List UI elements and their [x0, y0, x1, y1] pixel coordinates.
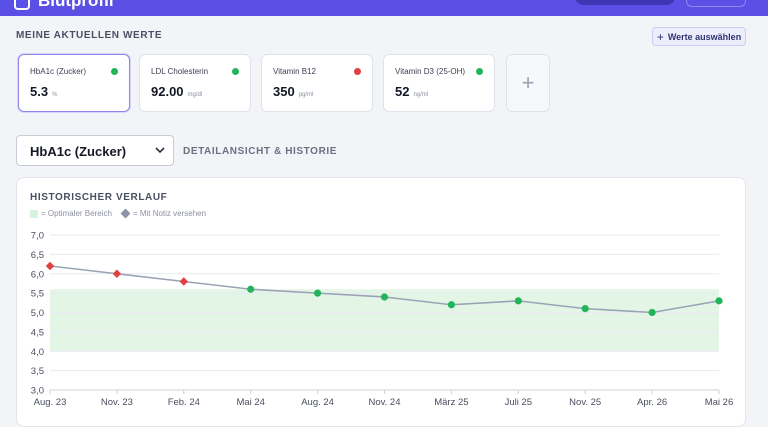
- app-logo-icon: [14, 0, 30, 10]
- y-tick-label: 7,0: [31, 231, 44, 242]
- status-dot-icon: [111, 68, 118, 75]
- x-tick-label: Nov. 24: [368, 397, 400, 408]
- x-tick-label: Aug. 24: [301, 397, 334, 408]
- chevron-down-icon: [155, 147, 165, 154]
- data-point: [179, 277, 188, 286]
- data-point: [715, 297, 723, 305]
- status-dot-icon: [354, 68, 361, 75]
- x-tick-label: März 25: [434, 397, 468, 408]
- legend-optimal-label: = Optimaler Bereich: [41, 209, 112, 218]
- card-value: 92.00 mg/dl: [151, 84, 203, 99]
- y-tick-label: 3,0: [31, 386, 44, 397]
- status-dot-icon: [232, 68, 239, 75]
- data-point: [314, 289, 322, 297]
- y-tick-label: 3,5: [31, 366, 44, 377]
- x-tick-label: Nov. 23: [101, 397, 133, 408]
- data-point: [581, 305, 589, 313]
- x-tick-label: Apr. 26: [637, 397, 667, 408]
- x-tick-label: Nov. 25: [569, 397, 601, 408]
- card-value: 350 pg/ml: [273, 84, 314, 99]
- top-nav-bar: Blutprofil: [0, 0, 768, 16]
- optimal-range-swatch: [30, 209, 38, 218]
- add-value-card[interactable]: +: [506, 54, 550, 112]
- nav-search-pill[interactable]: [574, 0, 676, 5]
- data-point-note: [45, 261, 55, 271]
- card-value: 52 ng/ml: [395, 84, 429, 99]
- card-name: Vitamin D3 (25-OH): [395, 67, 466, 76]
- y-tick-label: 4,0: [31, 347, 44, 358]
- y-tick-label: 5,0: [31, 308, 44, 319]
- parameter-select[interactable]: HbA1c (Zucker): [16, 135, 174, 166]
- x-tick-label: Mai 26: [705, 397, 734, 408]
- parameter-select-value: HbA1c (Zucker): [30, 144, 127, 159]
- plus-icon: +: [521, 70, 535, 95]
- value-card-hba1c[interactable]: HbA1c (Zucker) 5.3%: [18, 54, 130, 112]
- value-card-d3[interactable]: Vitamin D3 (25-OH) 52 ng/ml: [383, 54, 495, 112]
- x-tick-label: Juli 25: [505, 397, 532, 408]
- history-title: HISTORISCHER VERLAUF: [30, 192, 168, 203]
- card-value: 5.3%: [30, 84, 58, 99]
- chart-legend: = Optimaler Bereich = Mit Notiz versehen: [30, 208, 207, 219]
- data-point: [380, 293, 389, 301]
- y-tick-label: 6,5: [31, 250, 44, 261]
- values-section-title: MEINE AKTUELLEN WERTE: [16, 30, 163, 41]
- x-tick-label: Feb. 24: [168, 397, 200, 408]
- legend-note-label: = Mit Notiz versehen: [132, 209, 207, 218]
- plus-icon: +: [656, 29, 664, 44]
- data-point: [112, 269, 122, 278]
- data-point: [447, 301, 455, 309]
- x-tick-label: Aug. 23: [34, 397, 67, 408]
- card-name: LDL Cholesterin: [151, 67, 209, 76]
- status-dot-icon: [476, 68, 483, 75]
- card-name: HbA1c (Zucker): [30, 67, 87, 76]
- detail-section-title: DETAILANSICHT & HISTORIE: [183, 146, 338, 157]
- select-values-button[interactable]: + Werte auswählen: [652, 27, 746, 46]
- select-values-label: Werte auswählen: [667, 31, 742, 42]
- y-tick-label: 6,0: [31, 269, 44, 280]
- data-point: [247, 285, 255, 293]
- y-tick-label: 5,5: [31, 289, 44, 300]
- data-point: [648, 308, 656, 317]
- card-name: Vitamin B12: [273, 67, 316, 76]
- x-tick-label: Mai 24: [236, 397, 265, 408]
- data-point: [514, 297, 522, 305]
- y-tick-label: 4,5: [31, 327, 44, 338]
- value-card-b12[interactable]: Vitamin B12 350 pg/ml: [261, 54, 373, 112]
- value-card-ldl[interactable]: LDL Cholesterin 92.00 mg/dl: [139, 54, 251, 112]
- app-brand: Blutprofil: [38, 0, 114, 10]
